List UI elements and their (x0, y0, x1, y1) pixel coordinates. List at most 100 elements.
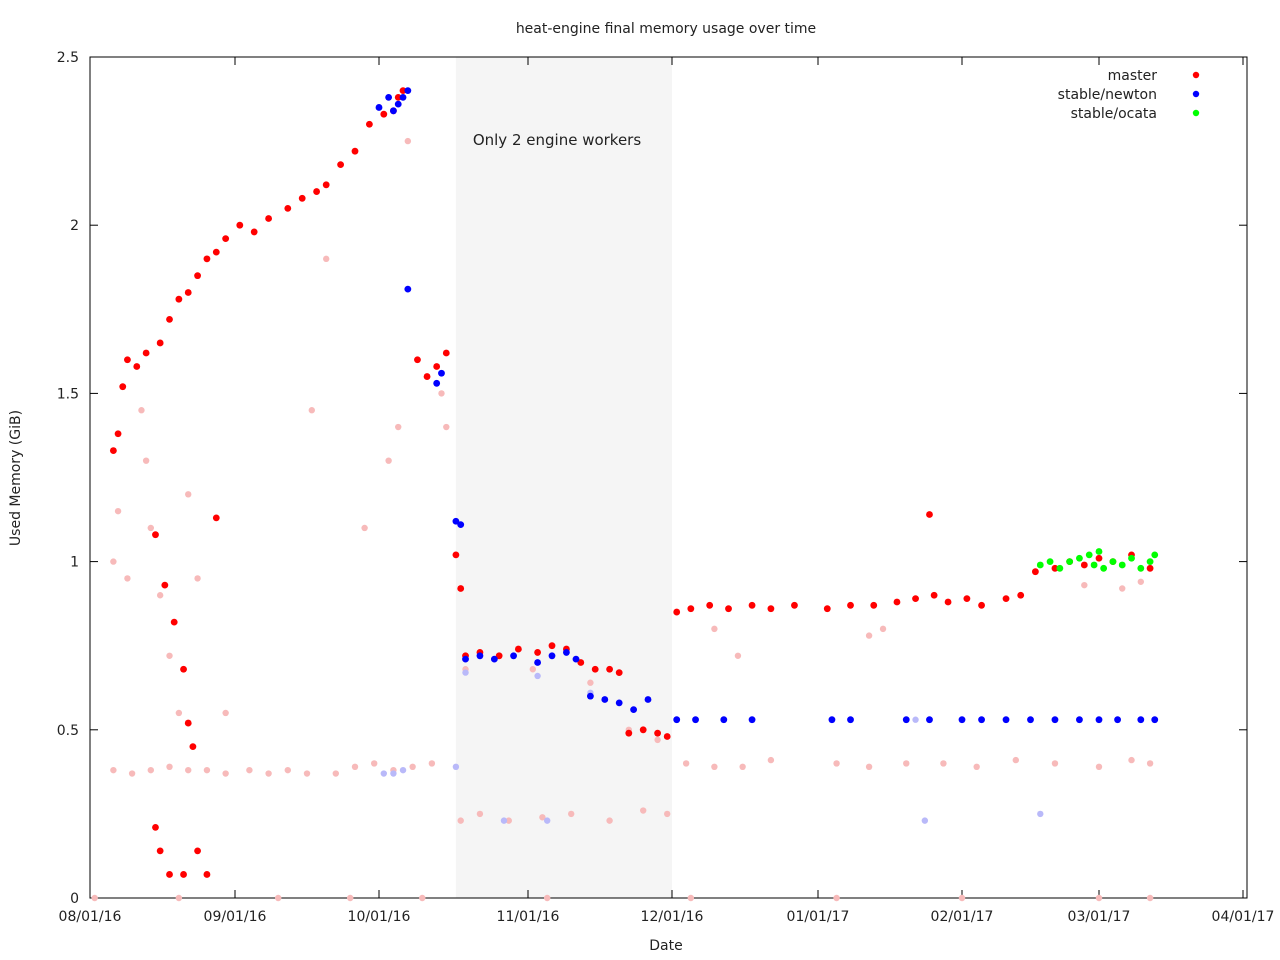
x-tick-label: 09/01/16 (204, 909, 267, 925)
faint-point-master (284, 766, 291, 774)
point-stable-ocata (1066, 558, 1074, 565)
faint-point-master (166, 652, 173, 659)
y-tick-label: 1 (70, 555, 79, 571)
faint-point-master (308, 407, 315, 414)
point-master (337, 161, 344, 169)
faint-point-master (1146, 760, 1154, 767)
faint-point-master (544, 894, 551, 902)
point-stable-newton (847, 716, 854, 724)
point-stable-newton (404, 285, 412, 293)
faint-point-master (973, 763, 980, 771)
point-master (114, 430, 122, 438)
point-master (298, 194, 306, 202)
faint-point-master (428, 760, 436, 767)
faint-point-master (1128, 756, 1135, 764)
faint-point-master (1012, 756, 1020, 764)
point-master (156, 339, 164, 347)
point-master (265, 215, 272, 222)
faint-point-master (194, 575, 201, 582)
point-stable-newton (572, 655, 580, 663)
faint-point-master (371, 760, 378, 767)
point-stable-ocata (1137, 564, 1145, 572)
faint-point-master (265, 770, 272, 777)
faint-point-master (303, 770, 311, 777)
annotation-band (455, 57, 672, 898)
faint-point-stable-newton (380, 770, 388, 777)
faint-point-master (664, 810, 671, 818)
faint-point-master (958, 894, 966, 902)
point-stable-ocata (1036, 561, 1044, 569)
point-master (606, 665, 613, 673)
point-stable-newton (673, 716, 681, 724)
point-stable-newton (548, 652, 556, 660)
point-stable-newton (902, 716, 910, 724)
point-master (250, 228, 258, 236)
legend-label: stable/ocata (1071, 106, 1157, 122)
faint-point-master (587, 679, 594, 686)
point-stable-newton (692, 716, 699, 724)
y-tick-label: 0.5 (57, 723, 79, 739)
faint-point-master (185, 491, 192, 498)
faint-point-master (347, 894, 354, 902)
x-tick-label: 10/01/16 (348, 909, 411, 925)
point-stable-ocata (1090, 561, 1098, 569)
point-master (399, 87, 407, 95)
point-stable-newton (438, 369, 445, 377)
point-stable-newton (615, 699, 623, 707)
point-stable-newton (375, 104, 383, 111)
point-master (548, 642, 556, 650)
faint-point-master (568, 810, 575, 818)
faint-point-stable-newton (921, 817, 929, 824)
point-stable-newton (390, 107, 397, 115)
point-master (170, 618, 178, 626)
x-tick-label: 12/01/16 (641, 909, 704, 925)
faint-point-master (166, 763, 173, 771)
faint-point-stable-newton (500, 817, 508, 824)
faint-point-master (124, 575, 131, 582)
point-master (184, 719, 192, 727)
plot-area-frame (89, 56, 1248, 899)
point-stable-ocata (1109, 558, 1117, 565)
point-stable-ocata (1095, 548, 1103, 555)
point-master (663, 733, 671, 740)
point-stable-newton (1051, 716, 1059, 724)
point-master (791, 601, 798, 609)
point-master (654, 729, 661, 737)
point-stable-newton (926, 716, 933, 724)
point-master (706, 601, 714, 609)
faint-point-master (529, 666, 536, 673)
point-stable-newton (433, 379, 441, 387)
x-tick-label: 11/01/16 (497, 909, 560, 925)
point-master (366, 120, 373, 128)
point-stable-newton (462, 655, 469, 663)
x-tick-label: 01/01/17 (787, 909, 850, 925)
point-master (1080, 561, 1088, 569)
x-tick-label: 02/01/17 (931, 909, 994, 925)
point-stable-newton (828, 716, 836, 724)
faint-point-master (687, 894, 695, 902)
point-stable-newton (644, 696, 652, 703)
point-master (351, 147, 359, 155)
point-stable-newton (399, 93, 407, 101)
point-master (748, 601, 756, 609)
point-master (414, 356, 421, 364)
point-master (433, 363, 441, 370)
point-stable-newton (1027, 716, 1034, 724)
point-stable-newton (978, 716, 985, 724)
faint-point-master (476, 810, 484, 818)
point-stable-ocata (1118, 561, 1126, 569)
faint-point-stable-newton (390, 770, 397, 777)
point-master (591, 665, 599, 673)
y-tick-label: 2 (70, 218, 79, 234)
point-stable-newton (534, 659, 541, 666)
faint-point-stable-newton (1037, 810, 1044, 818)
point-stable-newton (510, 652, 517, 660)
point-master (767, 605, 775, 613)
faint-point-master (682, 760, 690, 767)
point-master (514, 645, 522, 653)
point-master (109, 447, 117, 454)
point-master (180, 871, 187, 878)
faint-point-master (640, 807, 647, 814)
point-master (495, 652, 503, 660)
